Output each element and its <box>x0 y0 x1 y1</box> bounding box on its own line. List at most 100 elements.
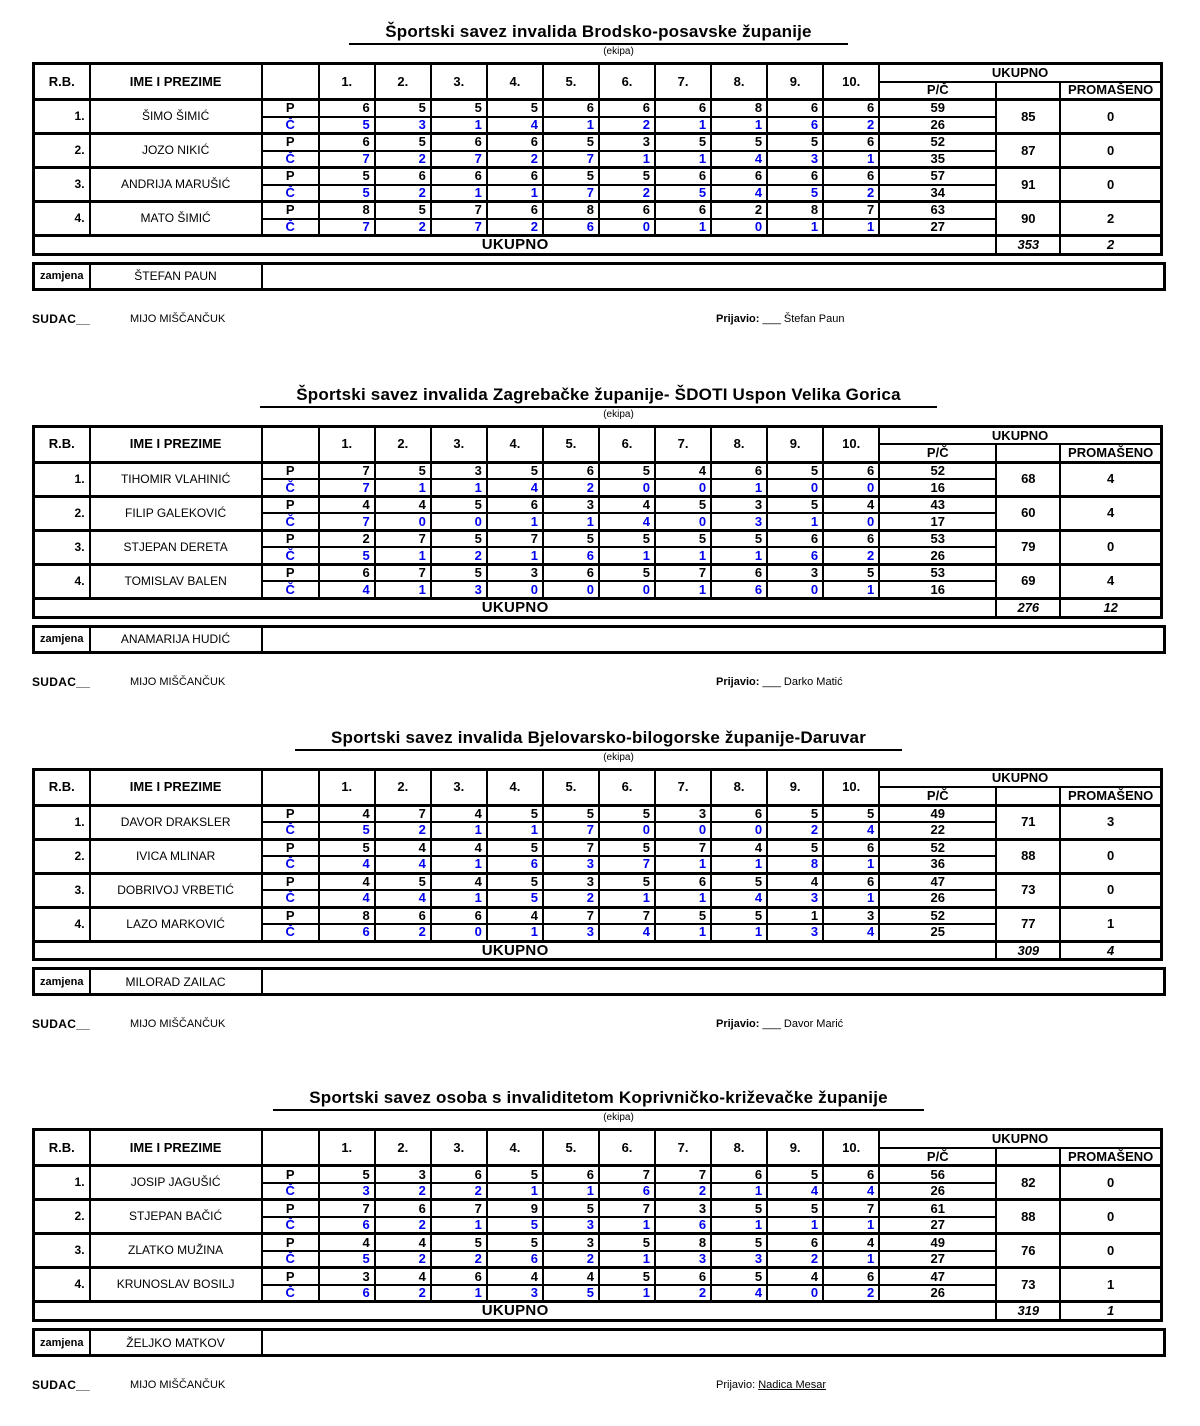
c-score-cell: 3 <box>710 1250 769 1269</box>
p-score-cell: 5 <box>597 562 657 583</box>
team-total-body: UKUPNO 309 4 <box>32 939 1163 961</box>
p-score-cell: 6 <box>429 132 488 152</box>
p-score-cell: 5 <box>710 905 769 925</box>
c-row-label: Č <box>260 1284 320 1303</box>
c-score-cell: 2 <box>485 218 544 237</box>
c-row-label: Č <box>260 478 320 498</box>
p-score-cell: 5 <box>541 166 600 186</box>
col-header-series: 1. <box>317 1128 376 1167</box>
c-score-cell: 2 <box>597 184 657 203</box>
p-score-cell: 6 <box>541 460 600 481</box>
c-score-cell: 4 <box>485 116 544 135</box>
c-score-cell: 2 <box>541 889 600 908</box>
player-total: 90 <box>995 200 1062 237</box>
p-sum-cell: 52 <box>878 905 998 925</box>
p-score-cell: 7 <box>654 1164 713 1184</box>
c-score-cell: 1 <box>710 546 769 566</box>
c-score-cell: 4 <box>373 889 432 908</box>
c-score-cell: 1 <box>485 1182 544 1201</box>
ekipa-label: (ekipa) <box>603 46 634 57</box>
score-table: R.B. IME I PREZIME 1. 2. 3. 4. 5. 6. 7. … <box>32 767 1163 962</box>
c-score-cell: 3 <box>541 923 600 942</box>
p-score-cell: 6 <box>654 98 713 118</box>
p-score-cell: 5 <box>541 1198 600 1218</box>
p-score-cell: 4 <box>654 460 713 481</box>
player-c-score-row: Č 4 4 1 6 3 7 1 1 8 1 36 <box>34 855 1162 874</box>
c-score-cell: 1 <box>710 1182 769 1201</box>
p-score-cell: 4 <box>766 871 825 891</box>
c-score-cell: 0 <box>429 512 488 532</box>
c-score-cell: 2 <box>654 1284 713 1303</box>
p-sum-cell: 52 <box>878 837 998 857</box>
p-row-label: P <box>260 803 320 823</box>
player-missed: 2 <box>1059 200 1163 237</box>
p-score-cell: 6 <box>373 166 432 186</box>
p-sum-cell: 63 <box>878 200 998 220</box>
c-sum-cell: 26 <box>878 889 998 908</box>
c-score-cell: 2 <box>373 923 432 942</box>
col-header-promaseno: PROMAŠENO <box>1059 443 1163 464</box>
c-score-cell: 4 <box>822 1182 881 1201</box>
c-score-cell: 2 <box>373 184 432 203</box>
col-header-series: 9. <box>766 425 825 464</box>
p-score-cell: 4 <box>597 494 657 515</box>
c-score-cell: 6 <box>541 218 600 237</box>
c-score-cell: 0 <box>710 218 769 237</box>
c-score-cell: 1 <box>597 546 657 566</box>
player-total: 82 <box>995 1164 1062 1201</box>
p-score-cell: 5 <box>597 871 657 891</box>
p-score-cell: 5 <box>485 803 544 823</box>
c-score-cell: 7 <box>317 512 376 532</box>
p-score-cell: 6 <box>710 803 769 823</box>
sudac-label: SUDAC__ <box>32 674 91 689</box>
c-score-cell: 0 <box>541 580 600 600</box>
p-score-cell: 5 <box>766 460 825 481</box>
c-score-cell: 1 <box>541 116 600 135</box>
player-total: 71 <box>995 803 1062 840</box>
p-score-cell: 6 <box>429 905 488 925</box>
c-score-cell: 6 <box>541 546 600 566</box>
player-name: MATO ŠIMIĆ <box>88 200 263 237</box>
c-sum-cell: 27 <box>878 1216 998 1235</box>
p-score-cell: 5 <box>317 1164 376 1184</box>
p-score-cell: 7 <box>373 803 432 823</box>
player-c-score-row: Č 7 2 7 2 6 0 1 0 1 1 27 <box>34 218 1162 237</box>
c-score-cell: 3 <box>317 1182 376 1201</box>
player-p-score-row: 1. DAVOR DRAKSLER P 4 7 4 5 5 5 3 6 5 5 49 71 3 <box>32 803 1163 840</box>
p-score-cell: 4 <box>429 803 488 823</box>
c-score-cell: 1 <box>485 923 544 942</box>
player-missed: 0 <box>1059 528 1163 566</box>
col-header-series: 4. <box>485 768 544 806</box>
p-score-cell: 5 <box>766 803 825 823</box>
prijavio-blank: ___ <box>762 675 784 688</box>
p-score-cell: 3 <box>822 905 881 925</box>
p-row-label: P <box>260 200 320 220</box>
c-score-cell: 1 <box>654 855 713 874</box>
player-total: 73 <box>995 871 1062 908</box>
p-score-cell: 5 <box>654 132 713 152</box>
c-score-cell: 1 <box>429 1216 488 1235</box>
c-score-cell: 1 <box>485 512 544 532</box>
c-score-cell: 0 <box>654 478 713 498</box>
c-score-cell: 2 <box>597 116 657 135</box>
player-c-score-row: Č 5 1 2 1 6 1 1 1 6 2 26 <box>34 546 1162 566</box>
p-score-cell: 4 <box>485 1266 544 1286</box>
p-score-cell: 4 <box>541 1266 600 1286</box>
col-header-series: 2. <box>373 1128 432 1167</box>
p-row-label: P <box>260 905 320 925</box>
p-score-cell: 6 <box>317 98 376 118</box>
p-score-cell: 7 <box>429 200 488 220</box>
sudac-name: MIJO MIŠČANČUK <box>130 1379 226 1391</box>
p-score-cell: 8 <box>710 98 769 118</box>
c-score-cell: 1 <box>710 478 769 498</box>
sheet-footer: SUDAC__ MIJO MIŠČANČUK Prijavio: ___ Šte… <box>32 312 1165 327</box>
c-score-cell: 2 <box>373 1284 432 1303</box>
player-name: DOBRIVOJ VRBETIĆ <box>88 871 263 908</box>
p-score-cell: 6 <box>541 1164 600 1184</box>
c-score-cell: 2 <box>373 821 432 840</box>
p-score-cell: 5 <box>710 1232 769 1252</box>
col-header-total <box>995 1147 1062 1167</box>
p-score-cell: 6 <box>766 98 825 118</box>
p-score-cell: 2 <box>710 200 769 220</box>
c-score-cell: 0 <box>429 923 488 942</box>
